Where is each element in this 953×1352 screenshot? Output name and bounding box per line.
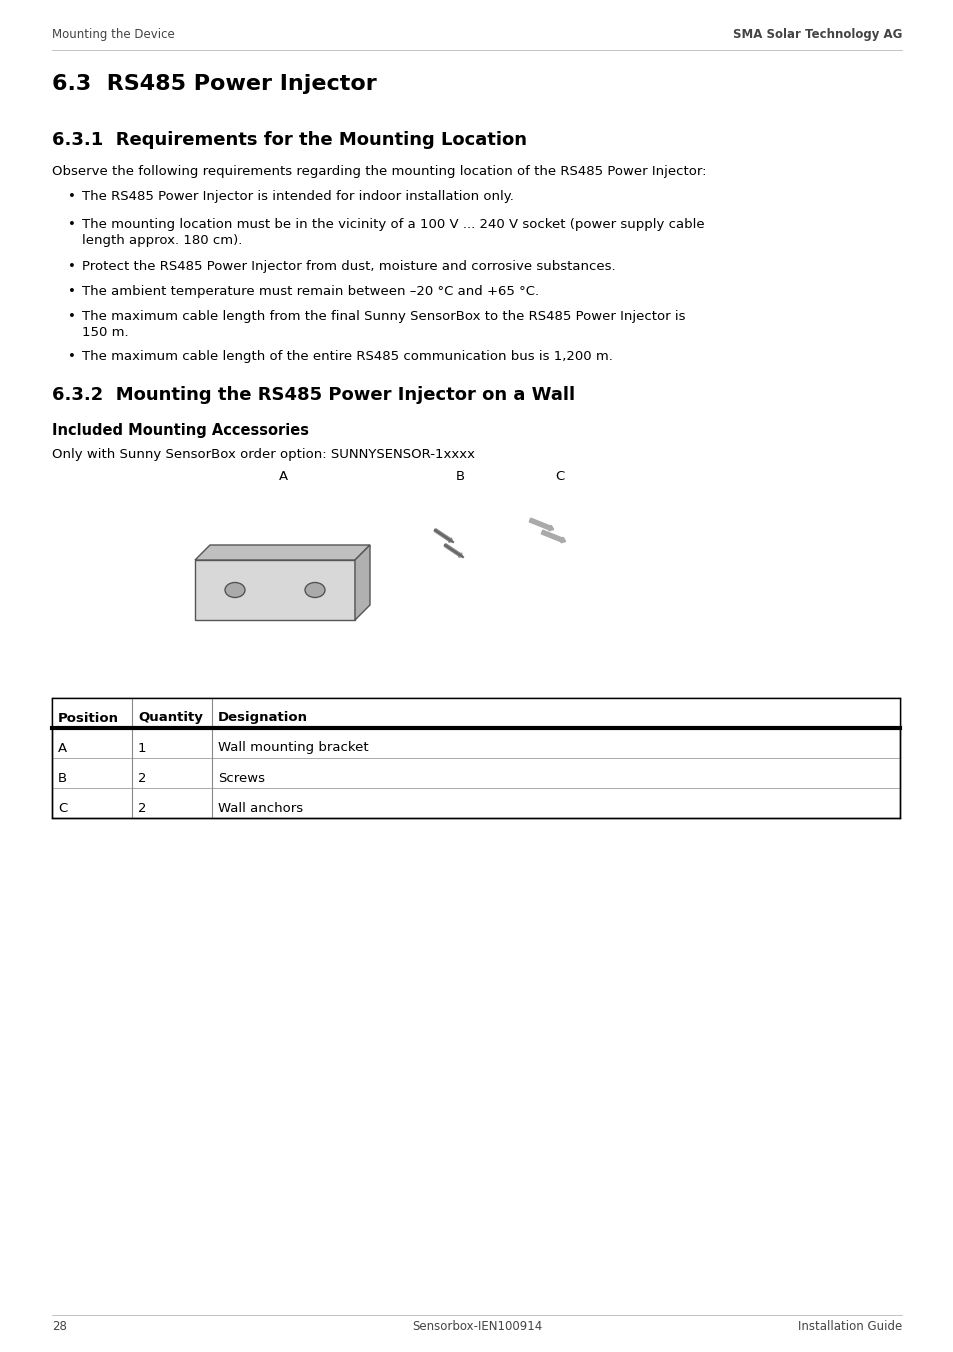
Text: SMA Solar Technology AG: SMA Solar Technology AG <box>732 28 901 41</box>
FancyArrow shape <box>444 544 462 557</box>
Polygon shape <box>194 545 370 560</box>
Text: Protect the RS485 Power Injector from dust, moisture and corrosive substances.: Protect the RS485 Power Injector from du… <box>82 260 615 273</box>
Text: The maximum cable length of the entire RS485 communication bus is 1,200 m.: The maximum cable length of the entire R… <box>82 350 612 362</box>
Polygon shape <box>355 545 370 621</box>
Text: •: • <box>68 218 76 231</box>
Text: length approx. 180 cm).: length approx. 180 cm). <box>82 234 242 247</box>
Text: The maximum cable length from the final Sunny SensorBox to the RS485 Power Injec: The maximum cable length from the final … <box>82 310 685 323</box>
Bar <box>194 560 355 621</box>
Text: 28: 28 <box>52 1320 67 1333</box>
Text: Wall anchors: Wall anchors <box>218 802 303 814</box>
Text: •: • <box>68 350 76 362</box>
Text: 1: 1 <box>138 741 147 754</box>
Text: B: B <box>58 772 67 784</box>
Text: A: A <box>278 470 287 483</box>
FancyArrow shape <box>434 529 452 542</box>
Text: 6.3.1  Requirements for the Mounting Location: 6.3.1 Requirements for the Mounting Loca… <box>52 131 526 149</box>
Text: Observe the following requirements regarding the mounting location of the RS485 : Observe the following requirements regar… <box>52 165 706 178</box>
Text: Mounting the Device: Mounting the Device <box>52 28 174 41</box>
Text: A: A <box>58 741 67 754</box>
Text: C: C <box>58 802 67 814</box>
Text: •: • <box>68 310 76 323</box>
Bar <box>52 698 899 818</box>
Text: Wall mounting bracket: Wall mounting bracket <box>218 741 368 754</box>
Text: Quantity: Quantity <box>138 711 203 725</box>
Text: C: C <box>555 470 564 483</box>
Bar <box>52 698 899 727</box>
Text: Position: Position <box>58 711 119 725</box>
Text: B: B <box>455 470 464 483</box>
Text: •: • <box>68 285 76 297</box>
Ellipse shape <box>305 583 325 598</box>
Text: Only with Sunny SensorBox order option: SUNNYSENSOR-1xxxx: Only with Sunny SensorBox order option: … <box>52 448 475 461</box>
Text: •: • <box>68 191 76 203</box>
FancyArrow shape <box>529 518 553 531</box>
Text: Sensorbox-IEN100914: Sensorbox-IEN100914 <box>412 1320 541 1333</box>
Text: Included Mounting Accessories: Included Mounting Accessories <box>52 423 309 438</box>
Text: 6.3  RS485 Power Injector: 6.3 RS485 Power Injector <box>52 74 376 95</box>
Text: The mounting location must be in the vicinity of a 100 V ... 240 V socket (power: The mounting location must be in the vic… <box>82 218 704 231</box>
Text: Installation Guide: Installation Guide <box>797 1320 901 1333</box>
Text: Designation: Designation <box>218 711 308 725</box>
Text: •: • <box>68 260 76 273</box>
Text: Screws: Screws <box>218 772 265 784</box>
Text: 6.3.2  Mounting the RS485 Power Injector on a Wall: 6.3.2 Mounting the RS485 Power Injector … <box>52 387 575 404</box>
Text: 2: 2 <box>138 802 147 814</box>
Text: 2: 2 <box>138 772 147 784</box>
Text: The RS485 Power Injector is intended for indoor installation only.: The RS485 Power Injector is intended for… <box>82 191 514 203</box>
FancyArrow shape <box>540 530 565 542</box>
Text: The ambient temperature must remain between –20 °C and +65 °C.: The ambient temperature must remain betw… <box>82 285 538 297</box>
Text: 150 m.: 150 m. <box>82 326 129 339</box>
Ellipse shape <box>225 583 245 598</box>
